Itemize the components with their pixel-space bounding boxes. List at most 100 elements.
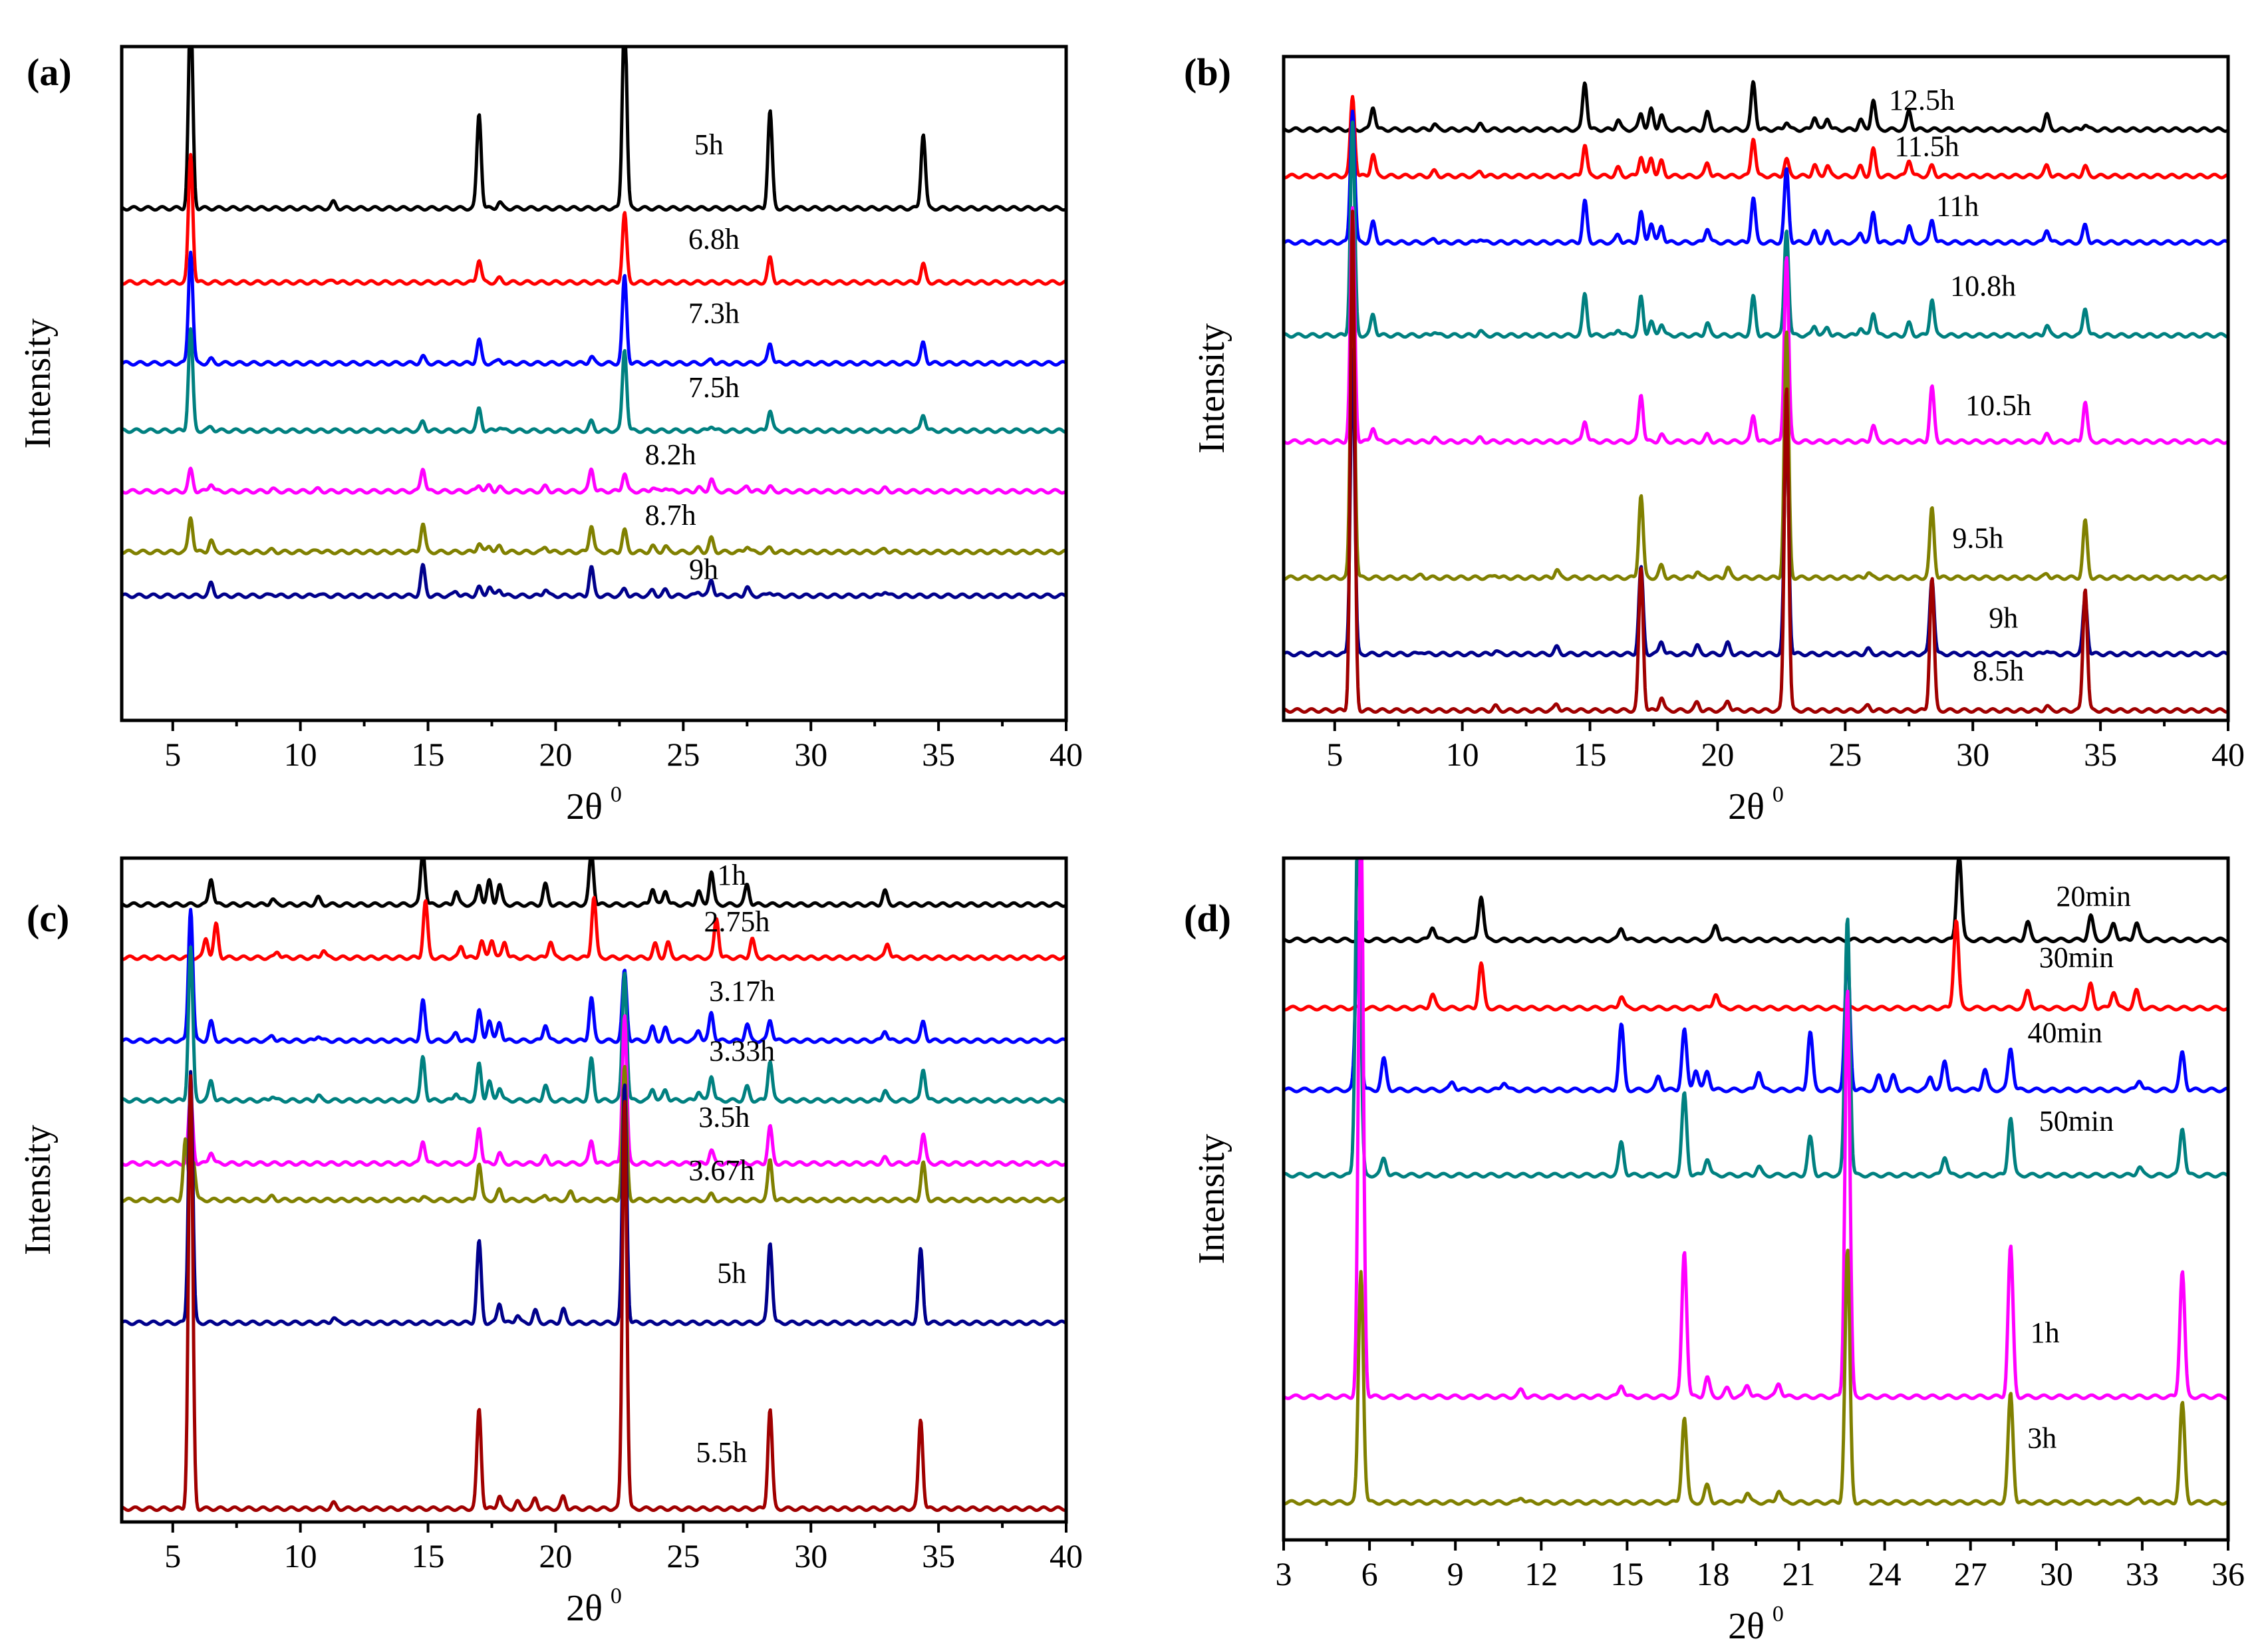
series-line-40min [1284,920,2228,1094]
y-axis-title: Intensity [17,319,59,449]
x-tick-label: 30 [794,736,827,773]
x-tick-label: 35 [922,736,955,773]
x-tick-label: 20 [539,1537,572,1575]
series-line-50min [1284,858,2228,1179]
series-label: 20min [2056,880,2131,913]
series-label: 1h [2031,1316,2060,1349]
x-tick-label: 40 [1050,1537,1083,1575]
plot-frame [1282,55,2230,722]
x-tick-label: 5 [1326,736,1343,773]
x-tick-label: 20 [1701,736,1734,773]
series-line-3-33h [122,945,1066,1104]
x-axis-title: 2θ 0 [1728,782,1784,827]
series-label: 3.17h [709,975,775,1008]
series-label: 30min [2039,941,2114,974]
x-tick-label: 35 [2084,736,2117,773]
x-tick-label: 15 [412,736,445,773]
x-tick-label: 40 [2211,736,2245,773]
series-line-8-5h [1284,210,2228,714]
x-tick-label: 12 [1524,1555,1558,1592]
x-tick-label: 9 [1447,1555,1464,1592]
series-label: 10.8h [1950,269,2016,302]
series-label: 3.67h [688,1154,754,1187]
x-tick-label: 25 [666,1537,700,1575]
series-line-5h [122,1070,1066,1326]
series-label: 6.8h [688,223,740,255]
series-label: 9.5h [1952,522,2003,555]
x-axis-title: 2θ 0 [566,1584,622,1629]
x-tick-label: 40 [1050,736,1083,773]
x-tick-label: 30 [794,1537,827,1575]
x-tick-label: 27 [1954,1555,1987,1592]
series-line-12-5h [1284,80,2228,133]
series-line-8-2h [122,466,1066,495]
panel-label: (a) [27,51,72,94]
series-line-10-5h [1284,206,2228,445]
x-axis-title: 2θ 0 [1728,1602,1784,1647]
x-tick-label: 30 [2040,1555,2073,1592]
chart-panel-3: 5 10 15 20 25 30 35 40 2θ 0 Intensity (c) 1h 2.75h 3.1… [17,856,1083,1629]
series-label: 11h [1936,190,1979,223]
series-group [122,858,1066,1512]
series-line-1h [1284,858,2228,1400]
panel-label: (b) [1184,51,1231,94]
series-label: 3.33h [709,1034,775,1067]
chart-panel-1: 5 10 15 20 25 30 35 40 2θ 0 Intensity (a) 5h 6.8h 7.3h… [17,45,1083,827]
series-label: 2.75h [704,905,770,938]
series-line-9h [1284,348,2228,658]
series-group [122,47,1066,599]
x-tick-label: 25 [666,736,700,773]
x-tick-label: 6 [1361,1555,1378,1592]
x-tick-label: 5 [164,1537,181,1575]
x-tick-label: 18 [1696,1555,1729,1592]
series-line-5h [122,47,1066,212]
series-line-9h [122,563,1066,599]
x-tick-label: 10 [1446,736,1479,773]
series-label: 3h [2027,1422,2056,1455]
series-label: 7.3h [688,297,740,329]
series-label: 8.7h [645,499,696,531]
x-tick-label: 24 [1868,1555,1902,1592]
series-line-1h [122,858,1066,908]
series-label: 12.5h [1889,84,1955,116]
series-line-7-5h [122,327,1066,434]
panel-label: (c) [27,897,69,940]
y-axis-title: Intensity [1191,323,1232,454]
plot-frame [120,45,1068,722]
x-tick-label: 15 [1574,736,1607,773]
x-tick-label: 36 [2211,1555,2245,1592]
series-label: 11.5h [1894,130,1959,163]
series-line-6-8h [122,152,1066,286]
x-tick-label: 20 [539,736,572,773]
series-line-9-5h [1284,271,2228,581]
x-tick-label: 10 [284,1537,317,1575]
series-line-7-3h [122,250,1066,367]
x-tick-label: 5 [164,736,181,773]
series-label: 8.5h [1973,655,2024,687]
x-tick-label: 15 [1610,1555,1643,1592]
series-line-10-8h [1284,120,2228,339]
series-line-30min [1284,919,2228,1012]
series-label: 8.2h [645,438,696,471]
series-label: 7.5h [688,371,740,404]
series-label: 10.5h [1965,389,2031,422]
panel-label: (d) [1184,897,1231,940]
x-tick-label: 25 [1828,736,1862,773]
x-tick-label: 3 [1276,1555,1292,1592]
y-axis-title: Intensity [17,1125,59,1255]
series-line-3-17h [122,907,1066,1044]
y-axis-title: Intensity [1191,1134,1232,1265]
x-tick-label: 33 [2126,1555,2159,1592]
series-line-8-7h [122,516,1066,555]
series-label: 5.5h [696,1436,747,1469]
chart-panel-2: 5 10 15 20 25 30 35 40 2θ 0 Intensity (b) 12.5h 11.5h… [1184,51,2245,827]
series-line-3-5h [122,1014,1066,1167]
series-label: 50min [2039,1105,2114,1137]
plot-frame [120,856,1068,1524]
series-line-5-5h [122,1074,1066,1512]
series-label: 9h [689,553,718,585]
series-label: 5h [694,128,724,161]
x-axis-title: 2θ 0 [566,782,622,827]
